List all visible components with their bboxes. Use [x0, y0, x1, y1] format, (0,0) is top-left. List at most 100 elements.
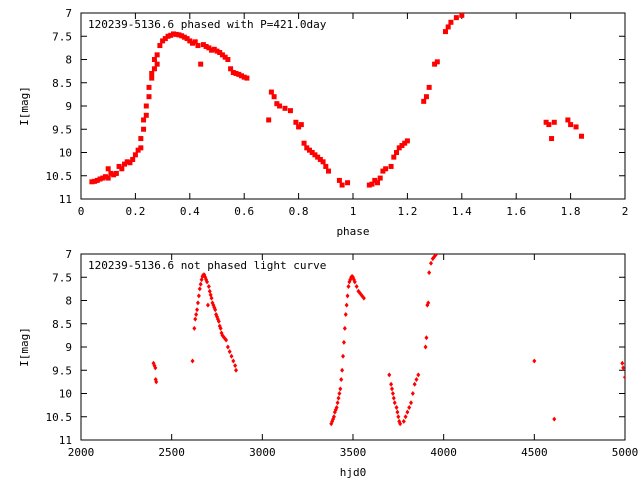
data-point	[343, 311, 348, 317]
data-point	[127, 160, 133, 166]
data-point	[168, 32, 174, 38]
data-point	[116, 163, 122, 169]
y-tick-label: 7	[65, 7, 72, 20]
data-point	[132, 152, 138, 158]
data-point	[143, 112, 149, 118]
y-tick-label: 8	[65, 295, 72, 308]
data-point	[344, 302, 349, 308]
data-point	[532, 358, 537, 364]
data-point	[206, 284, 211, 290]
data-points	[151, 254, 625, 427]
data-point	[162, 36, 168, 42]
y-tick-label: 7.5	[52, 30, 72, 43]
data-point	[377, 175, 383, 181]
data-point	[181, 34, 187, 40]
data-point	[389, 381, 394, 387]
data-point	[345, 180, 351, 186]
data-point	[374, 180, 380, 186]
data-point	[225, 344, 230, 350]
data-point	[124, 159, 130, 165]
data-point	[143, 103, 149, 109]
y-tick-label: 9.5	[52, 123, 72, 136]
data-point	[416, 372, 421, 378]
data-point	[277, 103, 283, 109]
data-point	[287, 108, 293, 114]
data-point	[404, 138, 410, 144]
data-point	[198, 61, 204, 67]
y-tick-label: 11	[59, 434, 72, 447]
data-point	[434, 59, 440, 65]
data-point	[340, 367, 345, 373]
y-tick-label: 7.5	[52, 271, 72, 284]
x-tick-label: 1	[350, 205, 357, 218]
data-point	[552, 416, 557, 422]
data-point	[146, 84, 152, 90]
data-point	[380, 168, 386, 174]
data-point	[403, 414, 408, 420]
data-point	[154, 61, 160, 67]
data-point	[227, 349, 232, 355]
data-point	[179, 33, 185, 39]
data-point	[389, 386, 394, 392]
data-point	[271, 94, 277, 100]
data-point	[372, 177, 378, 183]
data-point	[338, 386, 343, 392]
data-point	[268, 89, 274, 95]
data-points	[89, 13, 584, 188]
x-tick-label: 0.6	[234, 205, 254, 218]
data-point	[428, 260, 433, 266]
data-point	[224, 337, 229, 343]
data-point	[233, 70, 239, 76]
x-tick-label: 1.6	[506, 205, 526, 218]
y-tick-label: 9	[65, 341, 72, 354]
data-point	[206, 45, 212, 51]
data-point	[312, 152, 318, 158]
data-point	[192, 39, 198, 45]
data-point	[141, 117, 147, 123]
data-point	[432, 61, 438, 67]
data-point	[568, 122, 574, 128]
data-point	[192, 325, 197, 331]
data-point	[298, 122, 304, 128]
data-point	[565, 117, 571, 123]
data-point	[337, 391, 342, 396]
data-point	[445, 24, 451, 30]
x-tick-label: 4000	[430, 446, 457, 459]
data-point	[354, 284, 359, 290]
data-point	[225, 57, 231, 62]
data-point	[146, 94, 152, 100]
data-point	[345, 293, 350, 299]
x-tick-label: 3000	[249, 446, 276, 459]
phased-light-curve-chart: 0 0.2 0.4 0.6 0.8 1 1.2 1.4 1.6 1.8 2 7 7.5 8 8.5 9 9.5 1…	[18, 7, 628, 238]
x-tick-label: 0.8	[289, 205, 309, 218]
data-point	[387, 372, 392, 378]
data-point	[369, 181, 375, 187]
data-point	[421, 98, 427, 104]
data-point	[266, 117, 272, 123]
x-tick-label: 1.4	[452, 205, 472, 218]
data-point	[620, 360, 625, 366]
data-point	[396, 145, 402, 151]
y-tick-label: 10	[59, 147, 72, 160]
data-point	[244, 75, 250, 81]
data-point	[216, 318, 221, 324]
data-point	[160, 38, 166, 44]
data-point	[105, 175, 111, 181]
y-tick-label: 10.5	[46, 411, 73, 424]
data-point	[111, 172, 117, 178]
x-axis-title: hjd0	[340, 466, 367, 479]
data-point	[399, 143, 405, 149]
data-point	[394, 150, 400, 155]
data-point	[236, 71, 242, 77]
data-point	[157, 43, 163, 49]
data-point	[230, 70, 236, 76]
data-point	[434, 254, 439, 257]
x-tick-label: 2500	[158, 446, 185, 459]
data-point	[423, 94, 429, 100]
data-point	[151, 66, 157, 72]
data-point	[113, 170, 119, 176]
data-point	[151, 57, 157, 62]
data-point	[402, 140, 408, 146]
data-point	[396, 414, 401, 420]
data-point	[323, 163, 329, 169]
